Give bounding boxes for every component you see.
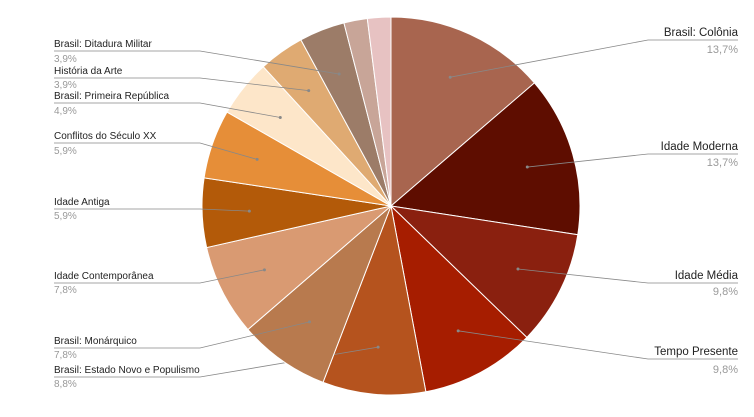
leader-dot xyxy=(525,165,529,169)
slice-value: 8,8% xyxy=(54,379,77,390)
leader-line xyxy=(54,77,309,91)
pie-slice xyxy=(206,205,392,331)
slice-label: História da Arte xyxy=(54,66,123,77)
slice-label: Idade Média xyxy=(675,270,739,282)
slice-label: Brasil: Estado Novo e Populismo xyxy=(54,365,200,376)
leader-line xyxy=(54,50,340,75)
leader-dot xyxy=(278,115,282,119)
slice-label: Tempo Presente xyxy=(654,346,738,358)
leader-line xyxy=(54,269,265,284)
slice-value: 7,8% xyxy=(54,285,77,296)
slice-value: 13,7% xyxy=(707,44,738,56)
slice-label: Brasil: Colônia xyxy=(664,27,739,39)
slice-value: 4,9% xyxy=(54,106,77,117)
slice-value: 5,9% xyxy=(54,211,77,222)
leader-dot xyxy=(516,267,520,271)
leader-dot xyxy=(337,72,341,76)
pie-slice xyxy=(390,204,528,393)
slice-label: Idade Moderna xyxy=(661,141,739,153)
slice-label: Idade Antiga xyxy=(54,197,110,208)
leader-line xyxy=(458,330,738,360)
slice-label: Brasil: Ditadura Militar xyxy=(54,39,152,50)
leader-dot xyxy=(448,75,452,79)
leader-dot xyxy=(247,209,251,213)
slice-value: 7,8% xyxy=(54,350,77,361)
pie-slice xyxy=(389,82,581,236)
leader-line xyxy=(450,39,738,78)
leader-dot xyxy=(255,157,259,161)
leader-line xyxy=(54,102,281,118)
slice-value: 9,8% xyxy=(713,364,738,376)
leader-line xyxy=(54,208,250,212)
leader-dot xyxy=(456,329,460,333)
pie-slice xyxy=(322,204,427,396)
slice-label: Brasil: Primeira República xyxy=(54,91,169,102)
leader-line xyxy=(54,142,258,160)
pie-slice xyxy=(366,16,392,207)
slice-label: Idade Contemporânea xyxy=(54,271,154,282)
slice-value: 9,8% xyxy=(713,286,738,298)
slice-value: 3,9% xyxy=(54,54,77,65)
slice-value: 13,7% xyxy=(707,157,738,169)
leader-dot xyxy=(307,89,311,93)
slice-label: Conflitos do Século XX xyxy=(54,131,157,142)
pie-slice xyxy=(390,16,536,208)
slice-value: 3,9% xyxy=(54,80,77,91)
leader-dot xyxy=(376,345,380,349)
pie-slice xyxy=(247,205,392,383)
leader-line xyxy=(517,268,738,284)
slice-value: 5,9% xyxy=(54,146,77,157)
leader-line xyxy=(54,321,310,349)
leader-dot xyxy=(262,268,266,272)
slice-label: Brasil: Monárquico xyxy=(54,336,137,347)
leader-line xyxy=(527,153,738,168)
leader-dot xyxy=(307,320,311,324)
pie-slice xyxy=(389,205,579,339)
